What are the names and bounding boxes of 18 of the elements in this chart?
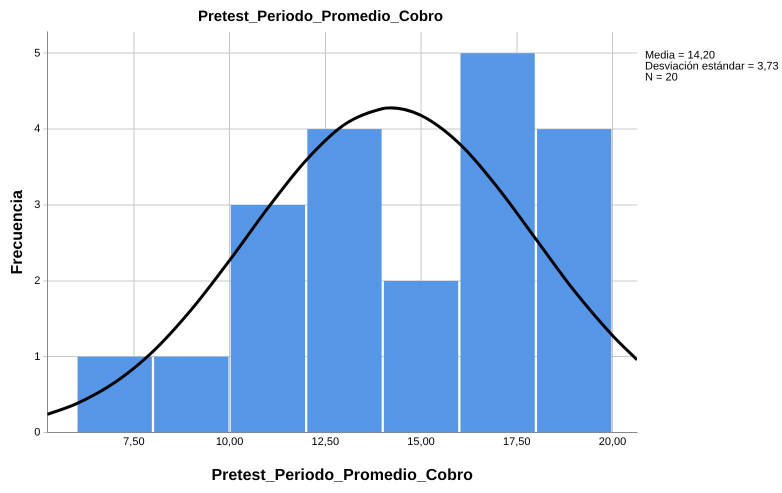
x-tick-label: 20,00 [598,436,626,448]
x-tick-label: 7,50 [123,436,145,448]
x-tick-label: 15,00 [407,436,435,448]
x-tick-label: 10,00 [216,436,244,448]
y-tick-label: 4 [34,123,40,136]
text: N = 20 [645,72,678,84]
x-tick-label: 12,50 [312,436,340,448]
y-tick-label: 1 [34,350,40,363]
x-axis-title: Pretest_Periodo_Promedio_Cobro [211,466,474,484]
x-tick-label: 17,50 [503,436,531,448]
chart-title: Pretest_Periodo_Promedio_Cobro [198,8,444,26]
text: Desviación estándar = 3,73 [645,60,779,73]
y-tick-label: 5 [34,47,40,60]
y-axis-title: Frecuencia [9,190,26,275]
y-tick-label: 2 [34,274,40,287]
text: Media = 14,20 [645,50,716,62]
y-tick-label: 0 [34,426,40,439]
y-tick-label: 3 [34,199,40,212]
